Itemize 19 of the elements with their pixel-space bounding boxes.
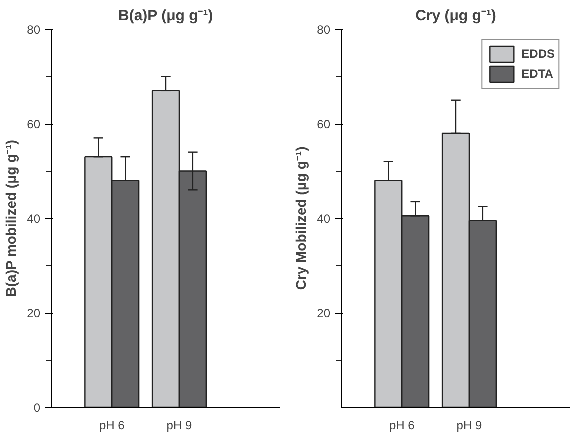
y-tick-label: 20 — [317, 306, 331, 320]
y-tick-label: 80 — [317, 23, 331, 37]
y-tick-label: 20 — [27, 306, 41, 320]
x-tick-label: pH 6 — [99, 418, 126, 432]
y-tick-label: 40 — [317, 212, 331, 226]
chart-title: Cry (μg g⁻¹) — [416, 8, 496, 24]
legend-label: EDTA — [522, 67, 554, 81]
x-tick-label: pH 9 — [456, 418, 482, 432]
y-tick-label: 40 — [27, 212, 41, 226]
y-tick-label: 60 — [27, 118, 41, 132]
y-tick-label: 80 — [27, 23, 41, 37]
y-axis-title: B(a)P mobilized (μg g⁻¹) — [3, 140, 20, 298]
legend-label: EDDS — [522, 47, 555, 61]
y-tick-label: 0 — [34, 401, 41, 415]
y-axis-title: Cry Mobilized (μg g⁻¹) — [293, 146, 310, 290]
x-tick-label: pH 9 — [166, 418, 192, 432]
chart-title: B(a)P (μg g⁻¹) — [118, 8, 214, 24]
x-tick-label: pH 6 — [389, 418, 416, 432]
y-tick-label: 60 — [317, 118, 331, 132]
